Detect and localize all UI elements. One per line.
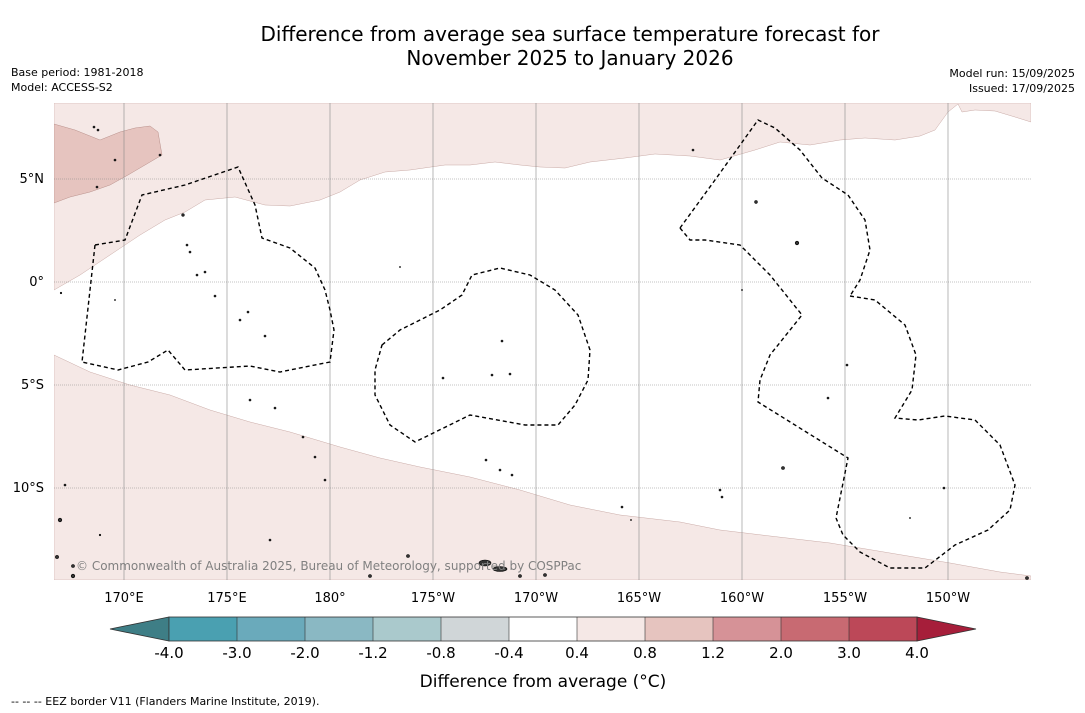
- colorbar-bin: [509, 617, 577, 641]
- eez-tokelau: [374, 267, 591, 443]
- colorbar-bin: [373, 617, 441, 641]
- colorbar-bin: [237, 617, 305, 641]
- colorbar-tick: -2.0: [290, 644, 319, 662]
- eez-french-polynesia: [835, 295, 1016, 569]
- lat-label-5n: 5°N: [20, 172, 45, 187]
- meta-right: Model run: 15/09/2025 Issued: 17/09/2025: [949, 66, 1075, 96]
- lon-label-175e: 175°E: [207, 591, 247, 606]
- colorbar-tick: 4.0: [905, 644, 929, 662]
- colorbar-bin: [441, 617, 509, 641]
- lon-label-160w: 160°W: [720, 591, 764, 606]
- colorbar-tick: 1.2: [701, 644, 725, 662]
- colorbar-bin: [781, 617, 849, 641]
- anomaly-region-south: [54, 354, 1031, 580]
- chart-title: Difference from average sea surface temp…: [0, 22, 1085, 70]
- base-period: Base period: 1981-2018: [11, 66, 144, 79]
- copyright-notice: © Commonwealth of Australia 2025, Bureau…: [76, 559, 581, 573]
- colorbar-low-extension: [109, 616, 170, 642]
- eez-kiribati-line-lower: [679, 227, 849, 519]
- title-line-2: November 2025 to January 2026: [406, 46, 734, 70]
- lon-label-175w: 175°W: [411, 591, 455, 606]
- eez-footnote: -- -- -- EEZ border V11 (Flanders Marine…: [11, 695, 320, 708]
- model-name: Model: ACCESS-S2: [11, 81, 113, 94]
- model-run: Model run: 15/09/2025: [949, 67, 1075, 80]
- colorbar-tick: -4.0: [154, 644, 183, 662]
- lat-label-5s: 5°S: [21, 378, 44, 393]
- colorbar: -4.0 -3.0 -2.0 -1.2 -0.8 -0.4 0.4 0.8 1.…: [109, 616, 977, 692]
- colorbar-bin: [305, 617, 373, 641]
- lon-label-165w: 165°W: [617, 591, 661, 606]
- lat-label-0: 0°: [29, 275, 44, 290]
- colorbar-tick: 0.8: [633, 644, 657, 662]
- colorbar-tick: -0.4: [494, 644, 523, 662]
- colorbar-bin: [169, 617, 237, 641]
- colorbar-tick: 3.0: [837, 644, 861, 662]
- colorbar-bin: [577, 617, 645, 641]
- colorbar-label: Difference from average (°C): [420, 672, 667, 692]
- lon-label-150w: 150°W: [926, 591, 970, 606]
- anomaly-region-north: [54, 103, 1031, 291]
- longitude-labels: 170°E 175°E 180° 175°W 170°W 165°W 160°W…: [104, 591, 970, 606]
- islands: [55, 125, 1029, 580]
- issued-date: Issued: 17/09/2025: [968, 82, 1075, 95]
- meta-left: Base period: 1981-2018 Model: ACCESS-S2: [11, 65, 143, 95]
- colorbar-tick: -1.2: [358, 644, 387, 662]
- colorbar-tick: 2.0: [769, 644, 793, 662]
- colorbar-bin: [713, 617, 781, 641]
- colorbar-tick: -3.0: [222, 644, 251, 662]
- title-line-1: Difference from average sea surface temp…: [260, 22, 880, 46]
- eez-kiribati-line: [679, 119, 871, 297]
- colorbar-bin: [849, 617, 917, 641]
- colorbar-high-extension: [916, 616, 977, 642]
- lon-label-155w: 155°W: [823, 591, 867, 606]
- colorbar-tick: -0.8: [426, 644, 455, 662]
- colorbar-bin: [645, 617, 713, 641]
- lon-label-170w: 170°W: [514, 591, 558, 606]
- graticule: [54, 103, 1031, 580]
- lon-label-180: 180°: [314, 591, 345, 606]
- lat-label-10s: 10°S: [13, 481, 44, 496]
- eez-borders: [81, 119, 1016, 569]
- latitude-labels: 5°N 0° 5°S 10°S: [13, 172, 44, 496]
- map-area: © Commonwealth of Australia 2025, Bureau…: [54, 103, 1031, 580]
- eez-kiribati-gilbert: [81, 166, 335, 373]
- lon-label-170e: 170°E: [104, 591, 144, 606]
- colorbar-tick: 0.4: [565, 644, 589, 662]
- anomaly-region-northwest-strong: [54, 123, 163, 204]
